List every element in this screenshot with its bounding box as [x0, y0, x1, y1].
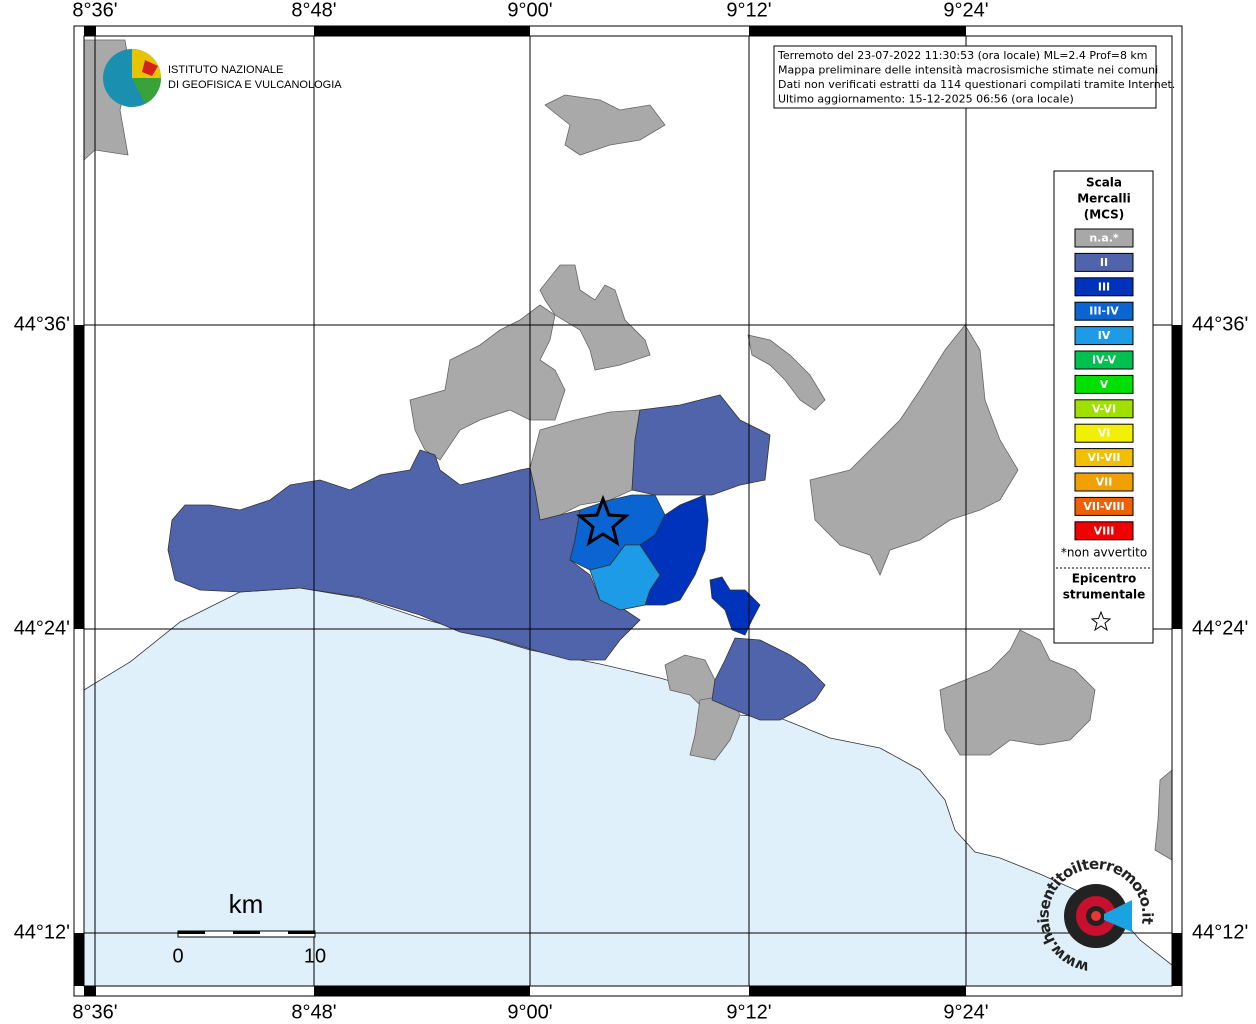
ingv-logo: ISTITUTO NAZIONALE DI GEOFISICA E VULCAN…: [103, 49, 342, 107]
legend-swatch: [1074, 423, 1134, 443]
frame-tick: [1172, 933, 1182, 986]
municipality: [711, 637, 826, 721]
info-line: Terremoto del 23-07-2022 11:30:53 (ora l…: [777, 49, 1148, 62]
lon-label: 9°12': [726, 1001, 771, 1023]
municipality: [631, 394, 771, 496]
municipality: [539, 264, 651, 371]
legend-label: VII: [1096, 476, 1113, 489]
frame-tick: [749, 986, 966, 996]
legend-title: (MCS): [1084, 208, 1125, 222]
lon-label: 8°36': [72, 0, 117, 21]
lon-label: 9°24': [943, 1001, 988, 1023]
info-text: Terremoto del 23-07-2022 11:30:53 (ora l…: [777, 49, 1175, 106]
legend-label: VII-VIII: [1083, 500, 1124, 513]
lat-label: 44°36': [1192, 313, 1248, 335]
municipality: [589, 544, 661, 611]
frame-tick: [749, 26, 966, 36]
municipality: [544, 94, 666, 156]
epicenter-star: [576, 494, 630, 547]
municipality: [409, 304, 566, 461]
legend-swatch: [1074, 326, 1134, 346]
lon-label: 9°24': [943, 0, 988, 21]
legend-label: VI-VII: [1087, 451, 1120, 464]
legend-swatch: [1074, 350, 1134, 370]
legend-label: IV-V: [1092, 354, 1117, 367]
legend: ScalaMercalli(MCS)n.a.*IIIIIIII-IVIVIV-V…: [1061, 176, 1147, 602]
legend-epicenter: Epicentro: [1072, 572, 1137, 586]
logo-text: DI GEOFISICA E VULCANOLOGIA: [168, 79, 342, 91]
municipality: [939, 629, 1096, 756]
legend-label: III-IV: [1089, 305, 1119, 318]
logo-globe: [132, 78, 162, 104]
legend-label: VIII: [1094, 524, 1115, 537]
legend-title: Mercalli: [1077, 192, 1131, 206]
graticule: [74, 26, 1182, 996]
legend-swatch: [1074, 472, 1134, 492]
frame-tick: [84, 26, 96, 36]
hsit-beam: [1104, 900, 1132, 932]
legend-label: IV: [1098, 329, 1111, 342]
lat-label: 44°36': [14, 313, 70, 335]
frame-tick: [74, 933, 84, 986]
frame-tick: [84, 986, 96, 996]
legend-swatch: [1074, 374, 1134, 394]
legend-label: II: [1100, 256, 1108, 269]
scale-bar-seg: [178, 931, 205, 934]
legend-label: V-VI: [1092, 402, 1116, 415]
legend-epicenter: strumentale: [1063, 588, 1146, 602]
legend-swatch: [1074, 521, 1134, 541]
scale-bar-seg: [233, 931, 260, 934]
frame-tick: [314, 26, 530, 36]
legend-swatch: [1074, 228, 1134, 248]
legend-swatch: [1074, 301, 1134, 321]
land-and-sea: [84, 39, 1172, 986]
info-line: Ultimo aggiornamento: 15-12-2025 06:56 (…: [778, 93, 1074, 106]
municipality: [1154, 769, 1172, 861]
lat-label: 44°12': [1192, 921, 1248, 943]
frame-tick: [314, 986, 530, 996]
legend-swatch: [1074, 277, 1134, 297]
info-line: Mappa preliminare delle intensità macros…: [778, 64, 1158, 77]
logo-text: ISTITUTO NAZIONALE: [168, 64, 283, 76]
legend-swatch: [1074, 496, 1134, 516]
lon-label: 9°12': [726, 0, 771, 21]
lon-label: 9°00': [507, 1001, 552, 1023]
legend-note: *non avvertito: [1061, 546, 1147, 560]
legend-swatch: [1074, 399, 1134, 419]
lon-label: 8°36': [72, 1001, 117, 1023]
scale-end: 10: [304, 945, 326, 967]
scale-bar-seg: [288, 931, 315, 934]
legend-title: Scala: [1086, 176, 1122, 190]
lat-label: 44°24': [14, 617, 70, 639]
municipality: [747, 334, 826, 411]
legend-swatch: [1074, 252, 1134, 272]
municipality: [709, 576, 761, 636]
scale-bar: km 0 10: [172, 889, 326, 967]
logo-globe: [142, 60, 158, 76]
lon-label: 9°00': [507, 0, 552, 21]
legend-label: VI: [1098, 427, 1111, 440]
scale-unit: km: [229, 889, 264, 919]
legend-label: n.a.*: [1089, 232, 1119, 245]
legend-label: V: [1100, 378, 1109, 391]
frame-tick: [1172, 325, 1182, 629]
legend-swatch: [1074, 448, 1134, 468]
info-line: Dati non verificati estratti da 114 ques…: [778, 78, 1175, 91]
legend-star: [1090, 610, 1112, 632]
legend-label: III: [1098, 280, 1110, 293]
scale-start: 0: [172, 945, 183, 967]
lat-label: 44°12': [14, 921, 70, 943]
frame-tick: [74, 325, 84, 629]
lon-label: 8°48': [291, 0, 336, 21]
lat-label: 44°24': [1192, 617, 1248, 639]
lon-label: 8°48': [291, 1001, 336, 1023]
info-box: [773, 45, 1157, 109]
hsit-circle: [1091, 911, 1101, 921]
